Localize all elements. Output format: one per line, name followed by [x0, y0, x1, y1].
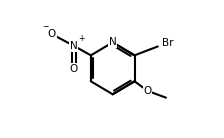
Text: O: O [48, 29, 56, 39]
Text: N: N [70, 41, 78, 51]
Text: −: − [43, 22, 49, 31]
Text: N: N [109, 37, 116, 47]
Text: +: + [78, 34, 84, 43]
Text: Br: Br [162, 38, 173, 48]
Text: O: O [143, 86, 152, 96]
Text: O: O [70, 64, 78, 74]
